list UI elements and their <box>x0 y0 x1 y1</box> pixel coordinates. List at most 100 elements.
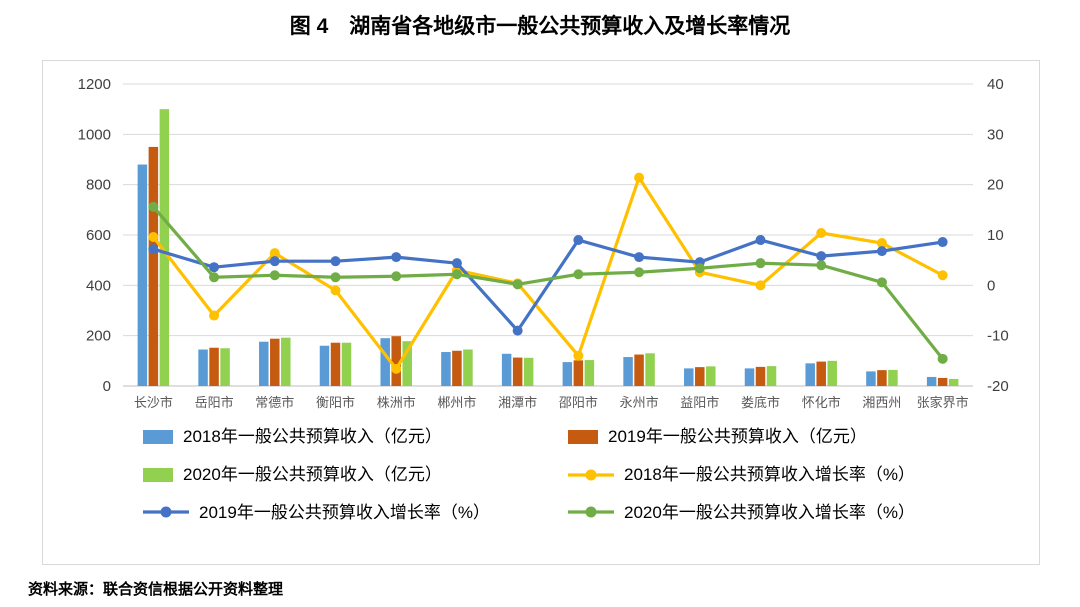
legend-item: 2019年一般公共预算收入增长率（%） <box>143 501 568 525</box>
line-series-1-marker <box>330 256 341 267</box>
bar-series-0-bar <box>441 352 451 386</box>
bar-series-2-bar <box>220 348 230 386</box>
line-series-1-marker <box>816 251 827 262</box>
bar-series-1-bar <box>330 342 341 386</box>
legend-item: 2020年一般公共预算收入增长率（%） <box>568 501 1039 525</box>
line-series-1-marker <box>391 252 402 263</box>
line-series-1 <box>152 238 943 333</box>
legend-label: 2020年一般公共预算收入（亿元） <box>183 464 442 484</box>
bar-series-1-bar <box>452 350 462 386</box>
line-series-2-marker <box>876 277 887 288</box>
bar-series-0-bar <box>259 341 269 386</box>
line-series-0-marker <box>269 248 280 259</box>
line-series-1-marker <box>209 262 220 273</box>
bar-series-2-bar <box>159 109 170 386</box>
bar-series-1-bar <box>634 354 644 386</box>
line-series-1-marker <box>148 244 159 255</box>
legend-line-swatch-icon <box>568 469 614 481</box>
right-axis-tick-label: 30 <box>987 126 1004 143</box>
bar-series-0-bar <box>866 371 876 386</box>
bar-series-2-bar <box>402 341 412 386</box>
bar-series-2-bar <box>523 357 534 386</box>
bar-series-0-bar <box>684 368 694 386</box>
legend-label: 2019年一般公共预算收入增长率（%） <box>199 502 490 522</box>
line-series-1-marker <box>269 256 280 267</box>
line-series-1-marker <box>634 252 645 263</box>
category-label: 湘潭市 <box>498 395 537 410</box>
line-series-0-marker <box>209 310 220 321</box>
left-axis-tick-label: 400 <box>86 277 111 294</box>
legend-line-swatch-icon <box>568 506 614 518</box>
bar-series-2-bar <box>888 369 898 386</box>
category-label: 益阳市 <box>680 395 719 410</box>
line-series-1-marker <box>937 237 948 248</box>
line-series-0-marker <box>937 270 948 281</box>
line-series-0 <box>152 176 944 371</box>
line-series-1-marker <box>512 325 523 336</box>
line-series-2-marker <box>937 353 948 364</box>
bar-series-2-bar <box>706 366 716 386</box>
legend-label: 2019年一般公共预算收入（亿元） <box>608 427 867 446</box>
combo-chart-plot: 0 200 400 600 800 1000 1200 -20 -10 0 10 20 30 40 长沙市 岳… <box>78 76 1009 410</box>
line-series-0-marker <box>573 350 584 361</box>
line-series-2-marker <box>148 201 159 212</box>
category-label: 张家界市 <box>917 395 969 410</box>
bar-series-1-bar <box>391 336 401 386</box>
bar-series-0-bar <box>198 349 208 386</box>
bar-series-1-bar <box>512 357 523 386</box>
bar-series-2-bar <box>281 337 291 386</box>
bar-series-1-bar <box>937 377 948 386</box>
legend-bar-swatch-icon <box>143 429 173 444</box>
line-series-2-marker <box>269 270 280 281</box>
legend-label: 2020年一般公共预算收入增长率（%） <box>624 502 915 522</box>
bar-series-1-bar <box>877 370 887 386</box>
category-label: 邵阳市 <box>559 395 598 410</box>
legend-label: 2018年一般公共预算收入增长率（%） <box>624 464 915 484</box>
bar-series-2-bar <box>341 342 352 386</box>
bar-series-0-bar <box>137 164 148 386</box>
bar-series-0-bar <box>926 376 937 386</box>
line-series-2-marker <box>209 272 220 283</box>
line-series-0-marker <box>391 363 402 374</box>
category-label: 永州市 <box>620 395 659 410</box>
line-series-0-marker <box>148 232 159 243</box>
category-label: 怀化市 <box>802 395 841 410</box>
legend-bar-swatch-icon <box>143 467 173 482</box>
bar-series-1-bar <box>209 347 219 386</box>
bar-series-2-bar <box>827 360 837 386</box>
bar-series-1-bar <box>755 366 766 386</box>
bar-series-0-bar <box>319 345 330 386</box>
line-series-2-marker <box>451 269 462 280</box>
line-series-2-marker <box>634 267 645 278</box>
category-label: 郴州市 <box>437 395 476 410</box>
bar-series-1-bar <box>816 361 826 386</box>
bar-series-0-bar <box>623 357 633 386</box>
category-label: 岳阳市 <box>195 395 234 410</box>
line-series-2 <box>152 205 944 360</box>
left-axis-tick-label: 1000 <box>78 126 111 143</box>
legend-label: 2018年一般公共预算收入（亿元） <box>183 427 442 446</box>
right-axis-tick-label: 20 <box>987 177 1004 194</box>
right-axis-tick-label: 40 <box>987 76 1004 93</box>
chart-title: 图 4 湖南省各地级市一般公共预算收入及增长率情况 <box>289 15 791 38</box>
category-label: 长沙市 <box>134 395 173 410</box>
line-series-1-marker <box>573 235 584 246</box>
legend-item: 2019年一般公共预算收入（亿元） <box>568 425 1039 449</box>
bar-series-0-bar <box>562 362 573 386</box>
category-label: 株洲市 <box>377 395 416 410</box>
left-axis-tick-label: 200 <box>86 328 111 345</box>
line-series-1-marker <box>876 246 887 257</box>
category-label: 衡阳市 <box>316 395 355 410</box>
line-series-2-marker <box>816 260 827 271</box>
left-axis-tick-label: 800 <box>86 177 111 194</box>
line-series-1-marker <box>755 235 766 246</box>
line-series-2-marker <box>573 269 584 280</box>
line-series-0-marker <box>330 285 341 296</box>
line-series-1-marker <box>451 258 462 269</box>
line-series-0-marker <box>634 172 645 183</box>
left-axis-tick-label: 0 <box>103 378 111 395</box>
left-axis-tick-label: 600 <box>86 227 111 244</box>
right-axis-tick-label: 0 <box>987 277 995 294</box>
left-axis-tick-label: 1200 <box>78 76 111 93</box>
line-series-0-marker <box>816 227 827 238</box>
